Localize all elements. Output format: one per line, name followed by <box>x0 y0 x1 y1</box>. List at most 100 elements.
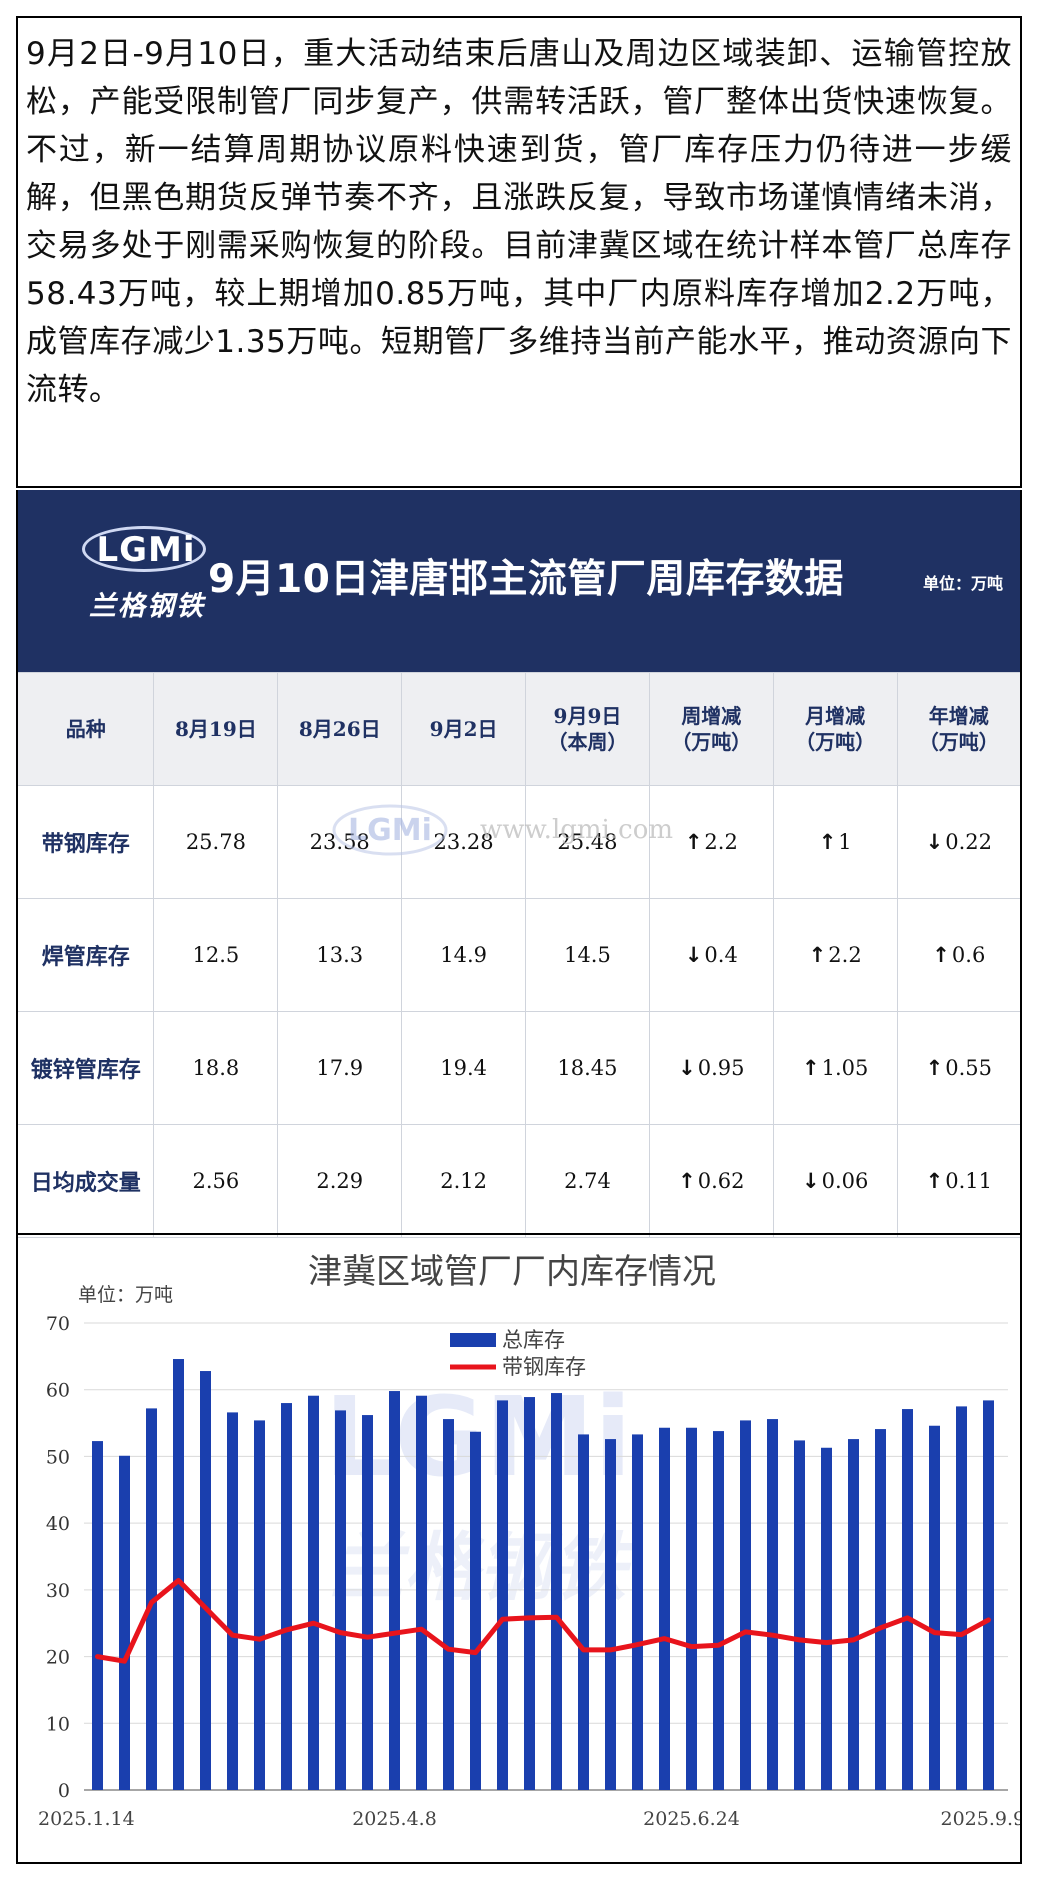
chart-svg: LGMi兰格钢铁津冀区域管厂厂内库存情况单位：万吨010203040506070… <box>38 1252 1021 1830</box>
y-tick-label: 70 <box>46 1313 70 1335</box>
banner-unit: 单位：万吨 <box>923 574 1004 593</box>
bar-total-inventory <box>200 1371 211 1790</box>
value-aug19: 12.5 <box>153 898 279 1012</box>
arrow-up-icon: ↑ <box>932 943 950 967</box>
y-tick-label: 0 <box>58 1780 70 1802</box>
value-aug19: 25.78 <box>153 785 279 899</box>
chart-unit-label: 单位：万吨 <box>78 1284 173 1306</box>
value-sep2: 19.4 <box>401 1011 527 1125</box>
value-sep9: 18.45 <box>525 1011 650 1125</box>
x-tick-label: 2025.9.9 <box>941 1808 1021 1830</box>
week-change: ↓0.95 <box>648 1011 774 1125</box>
bar-total-inventory <box>119 1455 130 1790</box>
week-change-value: 0.62 <box>697 1169 745 1193</box>
bar-total-inventory <box>416 1395 427 1790</box>
row-name: 日均成交量 <box>16 1124 155 1238</box>
bar-total-inventory <box>146 1408 157 1790</box>
header-year-change: 年增减 （万吨） <box>896 672 1022 786</box>
year-change: ↑0.11 <box>896 1124 1022 1238</box>
value-sep9: 14.5 <box>525 898 650 1012</box>
bar-total-inventory <box>362 1415 373 1790</box>
month-change: ↑1 <box>772 785 898 899</box>
header-aug26: 8月26日 <box>277 672 403 786</box>
year-change: ↑0.6 <box>896 898 1022 1012</box>
bar-total-inventory <box>659 1427 670 1790</box>
week-change-value: 2.2 <box>704 830 738 854</box>
arrow-down-icon: ↓ <box>801 1169 820 1193</box>
month-change-value: 1 <box>838 830 852 854</box>
bar-total-inventory <box>848 1439 859 1790</box>
header-month-change: 月增减 （万吨） <box>772 672 898 786</box>
bar-total-inventory <box>335 1410 346 1790</box>
arrow-up-icon: ↑ <box>678 1169 696 1193</box>
chart-watermark-cn: 兰格钢铁 <box>330 1525 635 1611</box>
bar-total-inventory <box>902 1409 913 1790</box>
week-change: ↑0.62 <box>648 1124 774 1238</box>
month-change: ↑2.2 <box>772 898 898 1012</box>
arrow-up-icon: ↑ <box>808 943 827 967</box>
week-change: ↓0.4 <box>648 898 774 1012</box>
bar-total-inventory <box>875 1429 886 1790</box>
line-strip-steel-inventory <box>95 1578 991 1664</box>
legend-label-total: 总库存 <box>502 1328 565 1352</box>
value-aug19: 2.56 <box>153 1124 279 1238</box>
value-sep2: 2.12 <box>401 1124 527 1238</box>
lgmi-logo: LGMi 兰格钢铁 <box>66 526 226 626</box>
week-change-value: 0.4 <box>704 943 738 967</box>
inventory-table: 品种 8月19日 8月26日 9月2日 9月9日 （本周） 周增减 （万吨） 月增减 （万吨） 年增… <box>16 672 1022 1238</box>
x-tick-label: 2025.6.24 <box>643 1808 740 1830</box>
chart-title: 津冀区域管厂厂内库存情况 <box>308 1252 716 1292</box>
bar-total-inventory <box>92 1441 103 1790</box>
bar-total-inventory <box>227 1412 238 1790</box>
banner-title: 9月10日津唐邯主流管厂周库存数据 <box>208 557 844 602</box>
bar-total-inventory <box>632 1434 643 1790</box>
row-name: 镀锌管库存 <box>16 1011 155 1125</box>
value-aug26: 17.9 <box>277 1011 403 1125</box>
table-row: 日均成交量 2.56 2.29 2.12 2.74 ↑0.62 ↓0.06 ↑0.11 <box>16 1124 1022 1238</box>
y-tick-label: 50 <box>46 1446 70 1468</box>
arrow-up-icon: ↑ <box>818 830 837 854</box>
value-aug19: 18.8 <box>153 1011 279 1125</box>
logo-oval <box>82 526 206 572</box>
bar-total-inventory <box>686 1427 697 1790</box>
header-banner: LGMi 兰格钢铁 9月10日津唐邯主流管厂周库存数据 单位：万吨 <box>16 490 1022 672</box>
row-name: 焊管库存 <box>16 898 155 1012</box>
logo-text: LGMi <box>96 530 196 570</box>
header-sep2: 9月2日 <box>401 672 527 786</box>
value-sep9: 25.48 <box>525 785 650 899</box>
value-sep9: 2.74 <box>525 1124 650 1238</box>
bar-total-inventory <box>794 1440 805 1790</box>
bar-total-inventory <box>578 1434 589 1790</box>
week-change: ↑2.2 <box>648 785 774 899</box>
month-change-value: 2.2 <box>828 943 862 967</box>
value-aug26: 13.3 <box>277 898 403 1012</box>
week-change-value: 0.95 <box>697 1056 745 1080</box>
arrow-down-icon: ↓ <box>678 1056 696 1080</box>
month-change: ↓0.06 <box>772 1124 898 1238</box>
value-aug26: 23.58 <box>277 785 403 899</box>
y-tick-label: 20 <box>46 1647 70 1669</box>
inventory-chart: LGMi兰格钢铁津冀区域管厂厂内库存情况单位：万吨010203040506070… <box>16 1233 1022 1864</box>
bar-total-inventory <box>605 1439 616 1790</box>
year-change-value: 0.11 <box>945 1169 992 1193</box>
bar-total-inventory <box>740 1420 751 1790</box>
legend-swatch-bar <box>450 1333 496 1347</box>
y-tick-label: 40 <box>46 1513 70 1535</box>
bar-total-inventory <box>929 1425 940 1790</box>
y-tick-label: 10 <box>46 1713 70 1735</box>
arrow-up-icon: ↑ <box>684 830 703 854</box>
bar-total-inventory <box>173 1359 184 1790</box>
value-sep2: 14.9 <box>401 898 527 1012</box>
year-change: ↓0.22 <box>896 785 1022 899</box>
bar-total-inventory <box>443 1419 454 1790</box>
year-change-value: 0.55 <box>945 1056 992 1080</box>
value-sep2: 23.28 <box>401 785 527 899</box>
bar-total-inventory <box>389 1391 400 1790</box>
year-change-value: 0.6 <box>951 943 986 967</box>
legend-label-strip: 带钢库存 <box>502 1355 586 1379</box>
header-week-change: 周增减 （万吨） <box>648 672 774 786</box>
bar-total-inventory <box>551 1393 562 1790</box>
x-tick-label: 2025.1.14 <box>38 1808 135 1830</box>
table-row: 镀锌管库存 18.8 17.9 19.4 18.45 ↓0.95 ↑1.05 ↑0.55 <box>16 1011 1022 1125</box>
